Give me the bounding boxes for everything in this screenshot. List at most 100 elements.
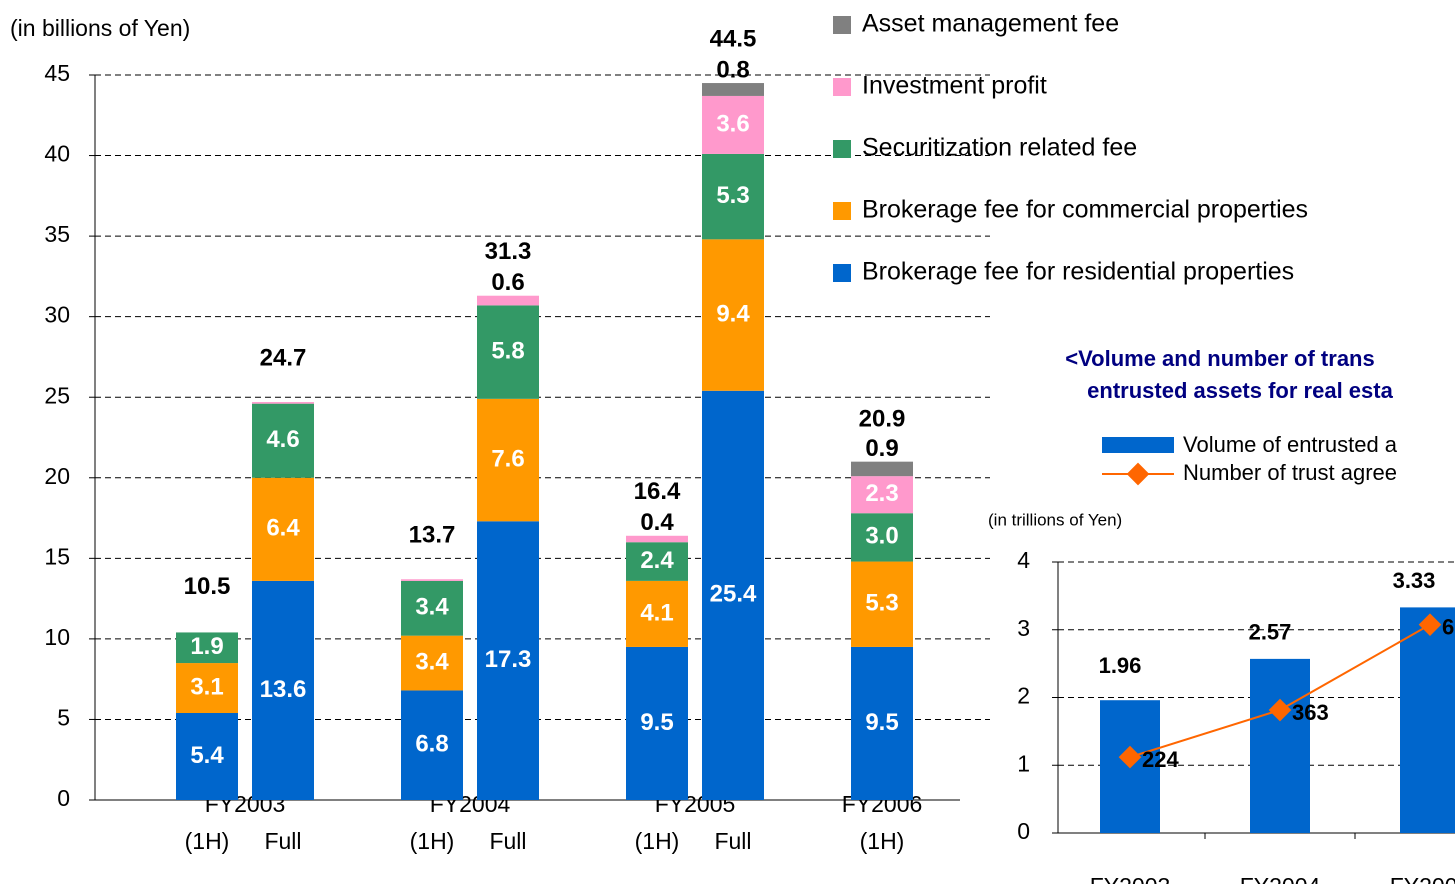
legend-swatch — [833, 140, 851, 158]
y-tick-label: 0 — [1017, 818, 1030, 844]
total-label: 10.5 — [184, 573, 231, 600]
value-label: 5.8 — [491, 337, 524, 364]
axis-label: (in trillions of Yen) — [988, 510, 1122, 529]
x-tick-label: (1H) — [410, 828, 455, 854]
legend-marker — [1126, 462, 1150, 486]
value-label: 9.4 — [716, 300, 750, 327]
y-tick-label: 2 — [1017, 683, 1030, 709]
value-label: 4.1 — [640, 599, 673, 626]
y-tick-label: 10 — [44, 624, 70, 650]
y-tick-label: 5 — [57, 705, 70, 731]
bar-segment — [851, 646, 913, 800]
x-tick-label: Full — [714, 828, 751, 854]
legend-label: Asset management fee — [862, 10, 1119, 38]
value-label: 3.1 — [190, 673, 223, 700]
value-label: 363 — [1292, 700, 1329, 725]
bar-segment — [851, 461, 913, 477]
y-tick-label: 1 — [1017, 750, 1030, 776]
value-label: 6.8 — [415, 731, 448, 758]
value-label: 2.4 — [640, 547, 674, 574]
value-label: 5.4 — [190, 742, 224, 769]
bar-segment — [477, 521, 539, 800]
value-label: 3.33 — [1393, 568, 1436, 593]
bar-segment — [176, 663, 238, 713]
y-tick-label: 15 — [44, 543, 70, 569]
bar-segment — [626, 646, 688, 800]
total-label: 44.5 — [710, 25, 757, 52]
value-label: 4.6 — [266, 426, 299, 453]
bar-segment — [252, 477, 314, 581]
bar-segment — [401, 580, 463, 636]
y-tick-label: 0 — [57, 785, 70, 811]
y-tick-label: 35 — [44, 221, 70, 247]
value-label: 3.4 — [415, 594, 449, 621]
total-label: 31.3 — [485, 238, 532, 265]
legend-label: Brokerage fee for commercial properties — [862, 196, 1308, 224]
x-tick-label: Full — [264, 828, 301, 854]
value-label: 7.6 — [491, 445, 524, 472]
marker — [1418, 613, 1442, 636]
legend-label: Securitization related fee — [862, 134, 1137, 162]
bar-segment — [702, 95, 764, 154]
value-label: 224 — [1142, 747, 1179, 772]
total-label: 20.9 — [859, 406, 906, 433]
bar-segment — [626, 542, 688, 581]
x-tick-label: Full — [489, 828, 526, 854]
value-label: 3.0 — [865, 523, 898, 550]
total-label: 13.7 — [409, 522, 456, 549]
value-label: 5.3 — [865, 590, 898, 617]
legend-swatch — [833, 16, 851, 34]
y-tick-label: 25 — [44, 382, 70, 408]
x-tick-label: FY2003 — [1090, 873, 1171, 884]
x-tick-label: FY2004 — [1240, 873, 1321, 884]
value-label: 17.3 — [485, 646, 532, 673]
x-tick-label: (1H) — [185, 828, 230, 854]
bar — [1250, 658, 1310, 833]
total-label: 16.4 — [634, 478, 681, 505]
marker — [1118, 745, 1142, 769]
bar-segment — [252, 403, 314, 478]
bar-segment — [477, 398, 539, 522]
value-label: 2.57 — [1249, 620, 1292, 645]
legend-label: Brokerage fee for residential properties — [862, 258, 1294, 286]
value-label: 9.5 — [640, 709, 673, 736]
y-tick-label: 30 — [44, 302, 70, 328]
value-label: 0.6 — [491, 269, 524, 296]
legend-label: Number of trust agree — [1183, 460, 1397, 485]
bar-segment — [477, 295, 539, 306]
value-label: 13.6 — [260, 676, 307, 703]
y-tick-label: 40 — [44, 141, 70, 167]
value-label: 5.3 — [716, 182, 749, 209]
value-label: 0.9 — [865, 435, 898, 462]
bar-segment — [401, 690, 463, 800]
total-label: 24.7 — [260, 344, 307, 371]
legend-swatch — [1102, 437, 1174, 453]
legend-swatch — [833, 264, 851, 282]
bar-segment — [702, 390, 764, 800]
legend-label: Investment profit — [862, 72, 1047, 100]
value-label: 615 — [1442, 614, 1455, 639]
value-label: 1.96 — [1099, 653, 1142, 678]
value-label: 3.4 — [415, 648, 449, 675]
bar-segment — [851, 513, 913, 562]
axis-label: (in billions of Yen) — [10, 15, 190, 41]
bar-segment — [851, 476, 913, 514]
legend-swatch — [833, 78, 851, 96]
value-label: 9.5 — [865, 709, 898, 736]
legend-swatch — [833, 202, 851, 220]
value-label: 1.9 — [190, 633, 223, 660]
value-label: 0.8 — [716, 56, 749, 83]
bar-segment — [176, 632, 238, 664]
marker — [1268, 698, 1292, 722]
y-tick-label: 45 — [44, 60, 70, 86]
bar-segment — [626, 580, 688, 647]
bar-segment — [851, 561, 913, 647]
legend-label: Volume of entrusted a — [1183, 432, 1398, 457]
value-label: 6.4 — [266, 515, 300, 542]
x-tick-label: (1H) — [635, 828, 680, 854]
x-tick-label: (1H) — [860, 828, 905, 854]
bar-segment — [702, 83, 764, 96]
value-label: 2.3 — [865, 480, 898, 507]
value-label: 25.4 — [710, 581, 757, 608]
bar-segment — [401, 635, 463, 691]
